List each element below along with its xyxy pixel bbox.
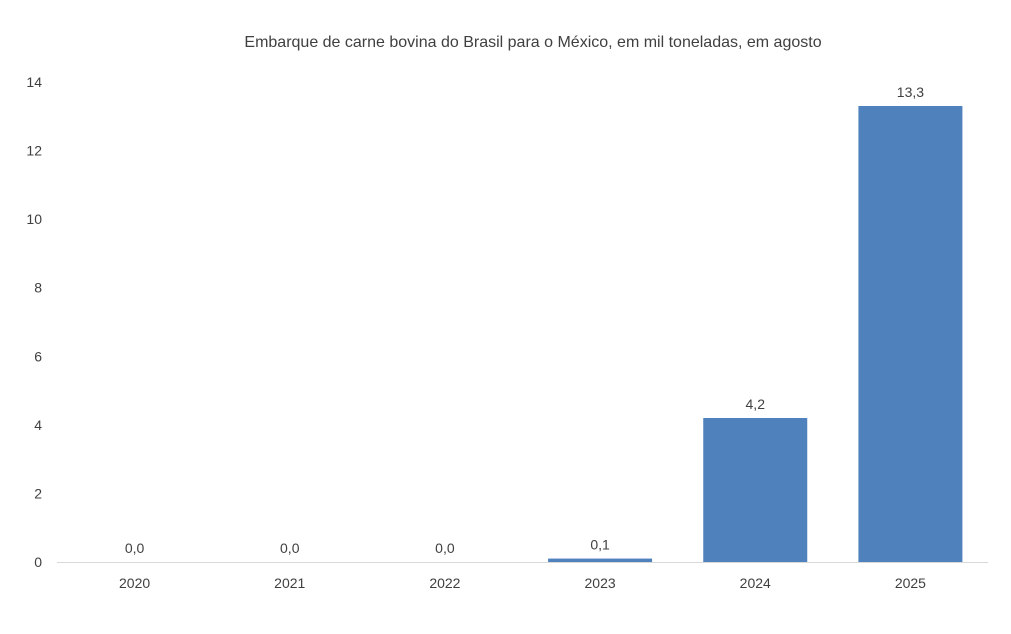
bar-2024 (703, 418, 808, 562)
y-tick-label: 0 (34, 554, 42, 570)
x-tick-label: 2024 (740, 575, 771, 591)
y-tick-label: 8 (34, 280, 42, 296)
x-tick-label: 2021 (274, 575, 305, 591)
data-label: 13,3 (897, 84, 924, 100)
y-tick-label: 4 (34, 417, 42, 433)
y-tick-label: 6 (34, 348, 42, 364)
x-axis: 2020 2021 2022 2023 2024 2025 (119, 575, 926, 591)
x-tick-label: 2023 (585, 575, 616, 591)
bar-2025 (858, 106, 963, 562)
y-axis: 0 2 4 6 8 10 12 14 (26, 74, 42, 570)
chart-title: Embarque de carne bovina do Brasil para … (244, 34, 821, 51)
y-tick-label: 12 (26, 143, 42, 159)
y-tick-label: 10 (26, 211, 42, 227)
data-label: 0,0 (280, 540, 300, 556)
data-label: 0,1 (590, 537, 610, 553)
bars (548, 106, 963, 562)
data-label: 0,0 (125, 540, 145, 556)
y-tick-label: 2 (34, 485, 42, 501)
data-labels: 0,0 0,0 0,0 0,1 4,2 13,3 (125, 84, 924, 556)
data-label: 0,0 (435, 540, 455, 556)
x-tick-label: 2020 (119, 575, 150, 591)
bar-2023 (548, 558, 653, 562)
data-label: 4,2 (746, 396, 766, 412)
x-tick-label: 2025 (895, 575, 926, 591)
x-tick-label: 2022 (429, 575, 460, 591)
y-tick-label: 14 (26, 74, 42, 90)
